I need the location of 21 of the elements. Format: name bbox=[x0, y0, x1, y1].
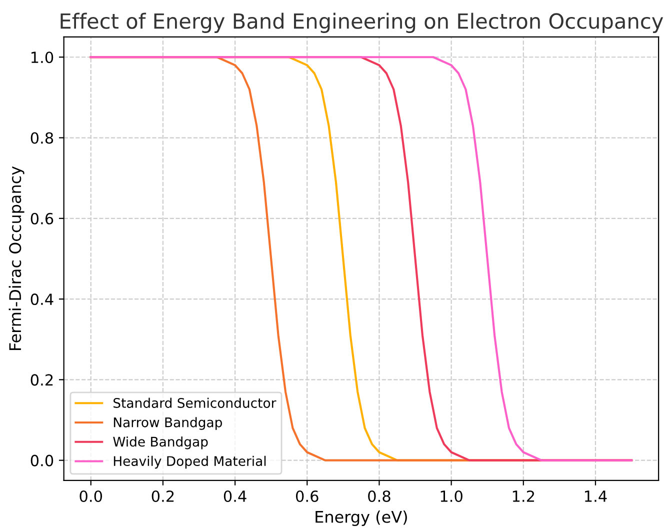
x-tick-label: 1.2 bbox=[512, 490, 534, 502]
chart-title: Effect of Energy Band Engineering on Electron Occupancy bbox=[60, 12, 664, 33]
x-tick-label: 1.4 bbox=[585, 490, 607, 502]
y-tick-label: 0.2 bbox=[30, 374, 53, 386]
y-tick-label: 0.6 bbox=[30, 212, 54, 224]
y-tick-label: 1.0 bbox=[32, 52, 54, 64]
x-tick-label: 0.2 bbox=[152, 490, 174, 502]
legend-label: Narrow Bandgap bbox=[114, 417, 222, 430]
x-tick-label: 1.0 bbox=[440, 490, 462, 502]
y-axis-title: Fermi-Dirac Occupancy bbox=[8, 166, 24, 350]
legend-label: Wide Bandgap bbox=[113, 436, 208, 450]
x-tick-label: 0.8 bbox=[368, 490, 390, 502]
x-axis-title: Energy (eV) bbox=[316, 510, 407, 526]
x-tick-label: 0.4 bbox=[224, 490, 246, 502]
x-tick-label: 0.0 bbox=[80, 490, 102, 502]
y-tick-label: 0.4 bbox=[30, 294, 54, 306]
x-tick-label: 0.6 bbox=[296, 490, 318, 502]
y-tick-label: 0.8 bbox=[30, 132, 54, 144]
legend-label: Heavily Doped Material bbox=[114, 456, 266, 469]
y-tick-label: 0.0 bbox=[30, 454, 54, 466]
legend-label: Standard Semiconductor bbox=[114, 398, 276, 408]
